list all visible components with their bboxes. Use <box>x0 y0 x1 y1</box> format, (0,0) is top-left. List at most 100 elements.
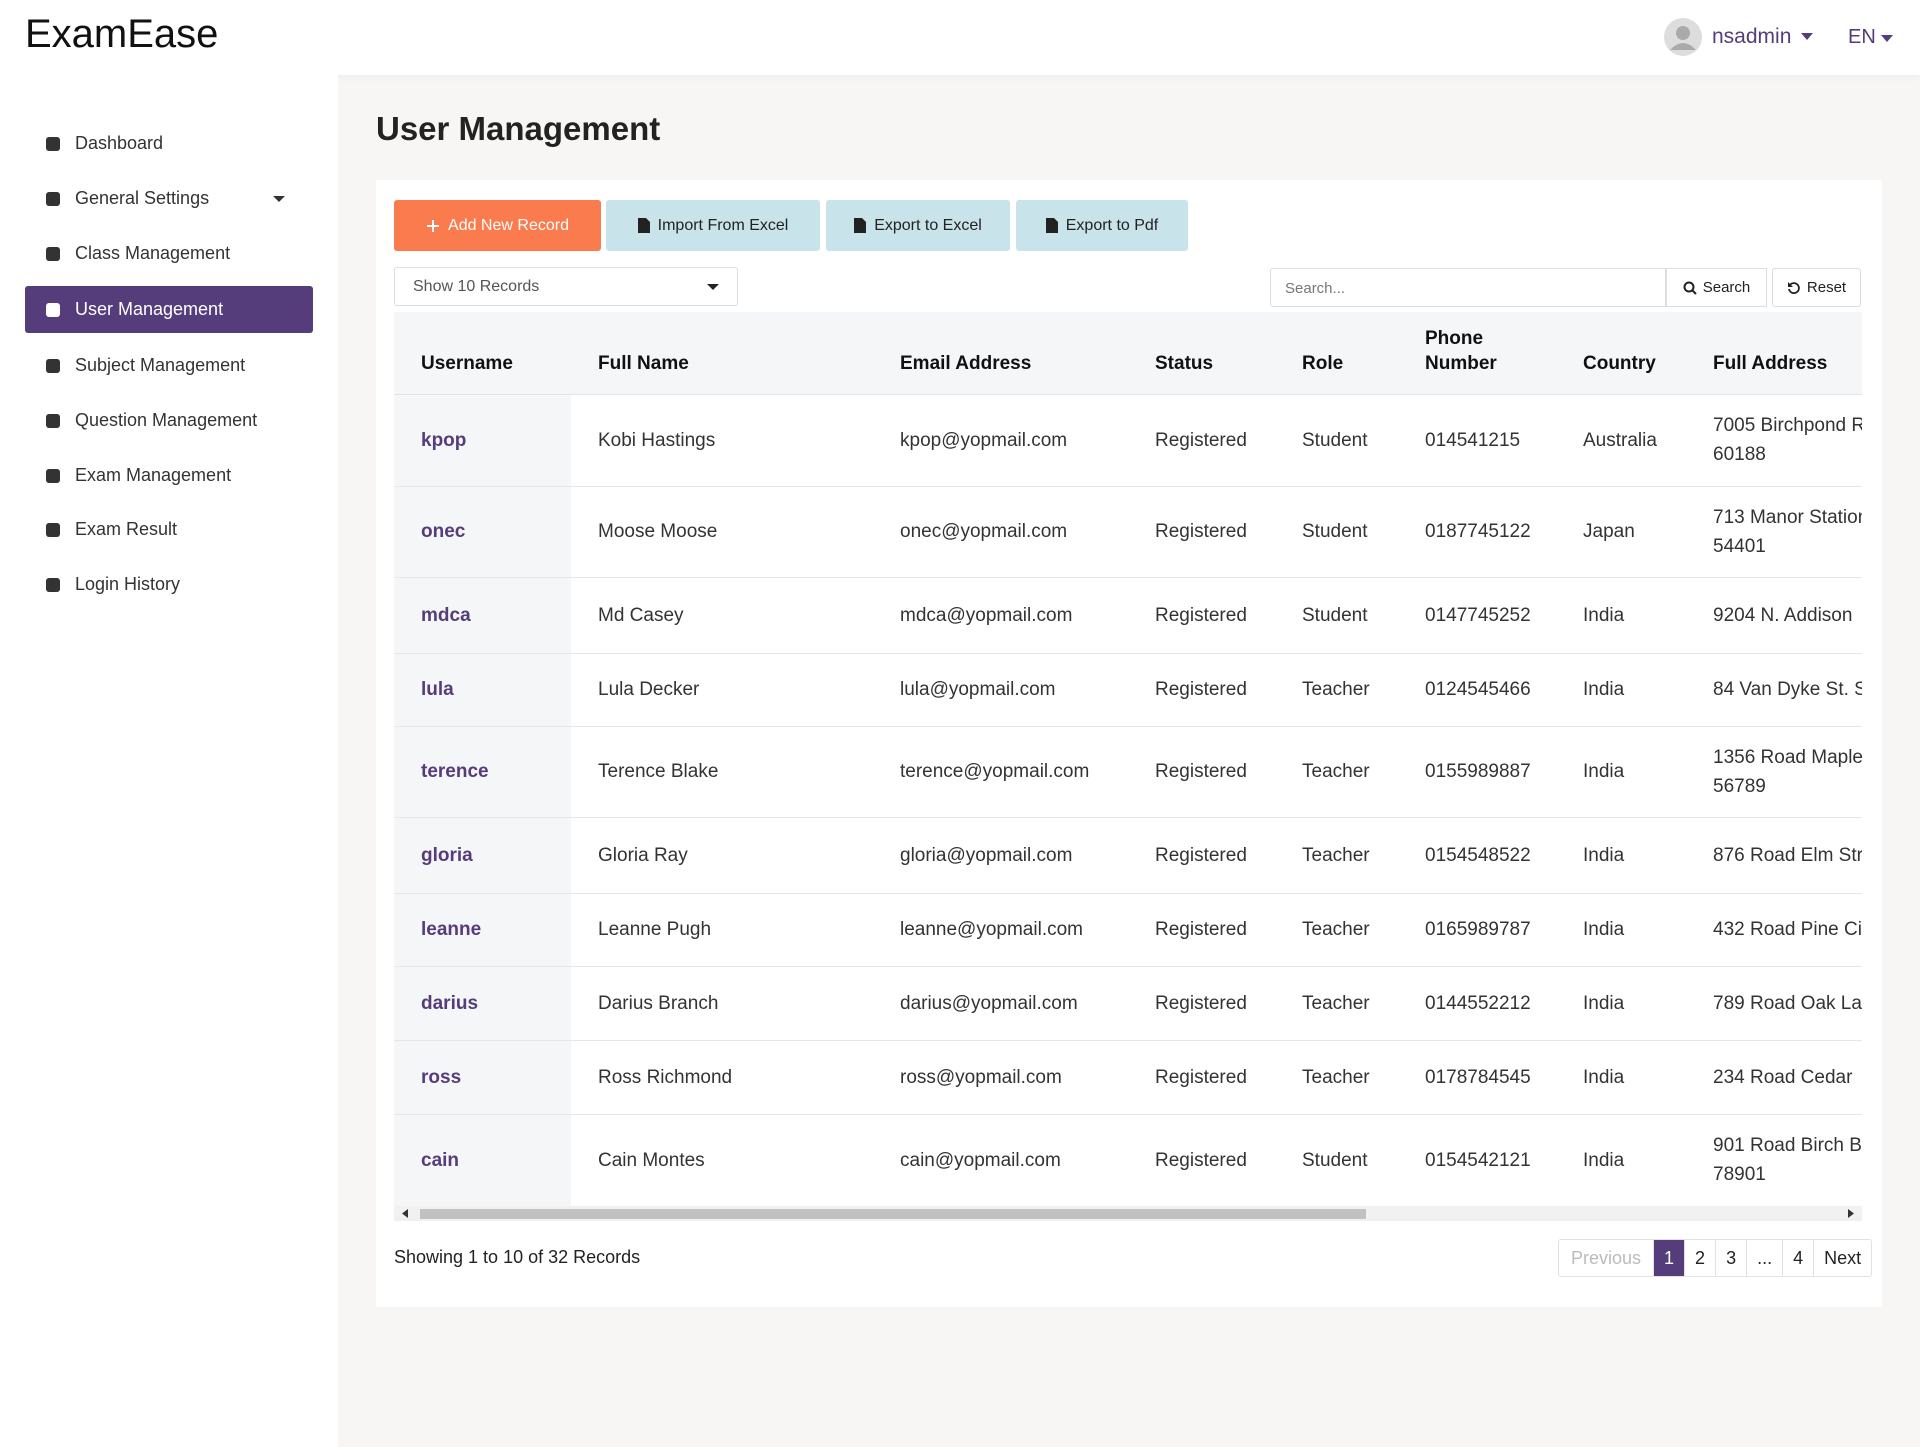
icon <box>427 219 440 232</box>
table-cell: 0187745122 <box>1398 486 1556 578</box>
table-cell: Registered <box>1128 486 1275 578</box>
table-cell: Registered <box>1128 1114 1275 1206</box>
table-cell: 014541215 <box>1398 394 1556 487</box>
table-cell: kpop@yopmail.com <box>873 394 1128 487</box>
icon <box>1787 281 1800 294</box>
table-cell: lula@yopmail.com <box>873 653 1128 727</box>
nav-icon <box>46 246 60 261</box>
reset-button[interactable]: Reset <box>1772 268 1861 307</box>
table-cell: 0165989787 <box>1398 893 1556 967</box>
nav-label: General Settings <box>75 188 210 208</box>
next-page[interactable]: Next <box>1813 1240 1871 1276</box>
page-number[interactable]: 3 <box>1715 1240 1746 1276</box>
table-cell: Registered <box>1128 893 1275 967</box>
page-number[interactable]: 1 <box>1653 1240 1685 1276</box>
nav-label: Question Management <box>75 410 258 430</box>
username-link[interactable]: onec <box>394 486 571 578</box>
table-cell: leanne@yopmail.com <box>873 893 1128 967</box>
table-cell: India <box>1556 1040 1686 1115</box>
header-row: Username Full Name Email Address Status Role… <box>394 312 1862 395</box>
table-cell: 789 Road Oak La <box>1686 966 1862 1041</box>
table-cell: 0124545466 <box>1398 653 1556 727</box>
table-row: leanne Leanne Pugh leanne@yopmail.com Regis… <box>394 893 1862 967</box>
table-cell: darius@yopmail.com <box>873 966 1128 1041</box>
language-menu[interactable]: EN <box>1848 26 1894 49</box>
label: Export to Excel <box>874 216 982 234</box>
nav-item[interactable]: General Settings <box>25 175 313 222</box>
username-link[interactable]: ross <box>394 1040 571 1115</box>
table-cell: Teacher <box>1275 1040 1398 1115</box>
toolbar-button[interactable]: Import From Excel <box>606 200 820 251</box>
table-cell: ross@yopmail.com <box>873 1040 1128 1115</box>
toolbar-button[interactable]: Export to Pdf <box>1016 200 1188 251</box>
nav-label: Class Management <box>75 243 231 263</box>
nav-item[interactable]: Subject Management <box>25 342 313 389</box>
icon <box>1683 281 1697 295</box>
nav-item[interactable]: Question Management <box>25 397 313 444</box>
table-cell: onec@yopmail.com <box>873 486 1128 578</box>
table-cell: Registered <box>1128 726 1275 818</box>
scrollbar[interactable] <box>394 1206 1862 1221</box>
nav-label: User Management <box>75 299 224 319</box>
user-menu[interactable]: nsadmin <box>1664 18 1814 56</box>
nav-item[interactable]: Dashboard <box>25 120 313 167</box>
table-cell: Terence Blake <box>571 726 873 818</box>
username-link[interactable]: cain <box>394 1114 571 1206</box>
nav-item[interactable]: Exam Result <box>25 506 313 553</box>
table-cell: 901 Road Birch B 78901 <box>1686 1114 1862 1206</box>
table-cell: Student <box>1275 1114 1398 1206</box>
table-cell: Registered <box>1128 966 1275 1041</box>
table-cell: 0144552212 <box>1398 966 1556 1041</box>
nav-item[interactable]: Class Management <box>25 230 313 277</box>
nav-item[interactable]: Login History <box>25 561 313 608</box>
nav-label: Exam Result <box>75 519 178 539</box>
table-cell: Gloria Ray <box>571 817 873 894</box>
username-link[interactable]: leanne <box>394 893 571 967</box>
table-cell: 7005 Birchpond R 60188 <box>1686 394 1862 487</box>
nav-icon <box>46 136 60 151</box>
column-header: Phone Number <box>1398 312 1556 395</box>
username-link[interactable]: lula <box>394 653 571 727</box>
table-row: gloria Gloria Ray gloria@yopmail.com Regist… <box>394 817 1862 894</box>
records-select[interactable]: Show 10 Records <box>394 267 738 306</box>
table-row: terence Terence Blake terence@yopmail.com R… <box>394 726 1862 818</box>
username: nsadmin <box>1712 25 1792 48</box>
nav-item[interactable]: User Management <box>25 286 313 333</box>
username-link[interactable]: kpop <box>394 394 571 487</box>
username-link[interactable]: mdca <box>394 577 571 654</box>
search-button[interactable]: Search <box>1666 268 1767 307</box>
username-link[interactable]: terence <box>394 726 571 818</box>
toolbar-button[interactable]: Export to Excel <box>826 200 1010 251</box>
table-cell: Student <box>1275 486 1398 578</box>
language: EN <box>1848 26 1876 48</box>
page-number[interactable]: 4 <box>1782 1240 1813 1276</box>
page-number[interactable]: 2 <box>1684 1240 1715 1276</box>
table-cell: gloria@yopmail.com <box>873 817 1128 894</box>
nav-label: Exam Management <box>75 465 232 485</box>
pagination: Previous 1 2 3... 4 Next <box>1558 1239 1873 1277</box>
table-cell: 0154548522 <box>1398 817 1556 894</box>
table-cell: India <box>1556 966 1686 1041</box>
username-link[interactable]: gloria <box>394 817 571 894</box>
icon <box>637 218 650 233</box>
table-cell: India <box>1556 653 1686 727</box>
sidebar: Dashboard General Settings Class Managemen… <box>0 75 338 1447</box>
nav-icon <box>46 522 60 537</box>
column-header: Full Address <box>1686 312 1862 395</box>
username-link[interactable]: darius <box>394 966 571 1041</box>
page-number[interactable]: ... <box>1746 1240 1782 1276</box>
icon <box>854 218 867 233</box>
table-cell: 9204 N. Addison <box>1686 577 1862 654</box>
nav-icon <box>46 358 60 373</box>
label: Reset <box>1806 279 1847 296</box>
prev-page[interactable]: Previous <box>1571 1247 1642 1268</box>
search-input[interactable]: Search... <box>1270 268 1666 307</box>
nav-item[interactable]: Exam Management <box>25 452 313 499</box>
scroll-thumb[interactable] <box>420 1209 1366 1219</box>
toolbar-button[interactable]: Add New Record <box>394 200 601 251</box>
table-cell: 0178784545 <box>1398 1040 1556 1115</box>
table-cell: Teacher <box>1275 893 1398 967</box>
table-cell: Student <box>1275 577 1398 654</box>
table-cell: Australia <box>1556 394 1686 487</box>
nav-icon <box>46 577 60 592</box>
